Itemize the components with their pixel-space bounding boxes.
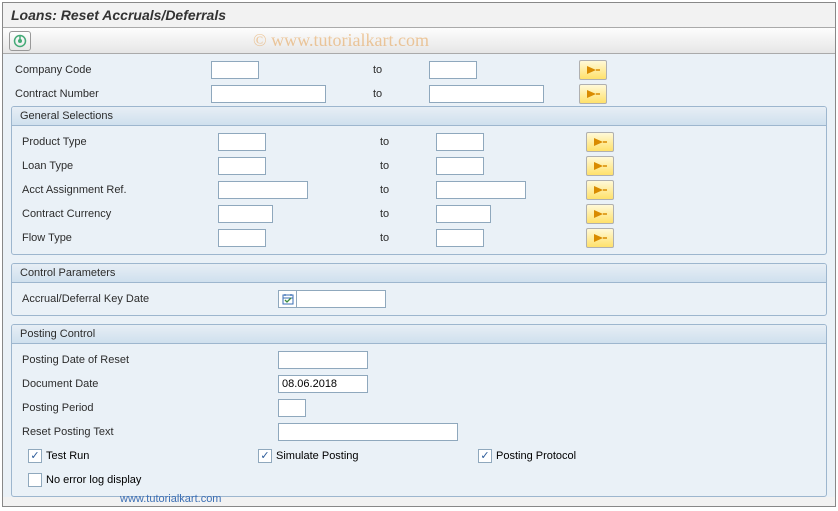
reset-posting-text-input[interactable]: [278, 423, 458, 441]
execute-button[interactable]: [9, 31, 31, 51]
posting-period-label: Posting Period: [18, 402, 278, 414]
page-title: Loans: Reset Accruals/Deferrals: [3, 3, 835, 28]
product-type-to[interactable]: [436, 133, 484, 151]
general-selections-header: General Selections: [12, 107, 826, 126]
posting-date-reset-label: Posting Date of Reset: [18, 354, 278, 366]
loan-type-from[interactable]: [218, 157, 266, 175]
acct-assign-ref-multi-btn[interactable]: [586, 180, 614, 200]
flow-type-from[interactable]: [218, 229, 266, 247]
posting-protocol-label: Posting Protocol: [496, 450, 576, 462]
company-code-to[interactable]: [429, 61, 477, 79]
to-label: to: [369, 64, 429, 76]
toolbar: © www.tutorialkart.com: [3, 28, 835, 54]
to-label: to: [376, 184, 436, 196]
to-label: to: [369, 88, 429, 100]
no-error-log-label: No error log display: [46, 474, 141, 486]
contract-number-to[interactable]: [429, 85, 544, 103]
company-code-from[interactable]: [211, 61, 259, 79]
to-label: to: [376, 160, 436, 172]
flow-type-multi-btn[interactable]: [586, 228, 614, 248]
window: Loans: Reset Accruals/Deferrals © www.tu…: [2, 2, 836, 507]
posting-control-header: Posting Control: [12, 325, 826, 344]
contract-number-label: Contract Number: [11, 88, 211, 100]
key-date-input[interactable]: [296, 290, 386, 308]
acct-assign-ref-from[interactable]: [218, 181, 308, 199]
watermark-text: © www.tutorialkart.com: [253, 30, 429, 51]
test-run-label: Test Run: [46, 450, 89, 462]
company-code-label: Company Code: [11, 64, 211, 76]
posting-period-input[interactable]: [278, 399, 306, 417]
to-label: to: [376, 136, 436, 148]
control-parameters-group: Control Parameters Accrual/Deferral Key …: [11, 263, 827, 316]
posting-protocol-checkbox[interactable]: [478, 449, 492, 463]
reset-posting-text-label: Reset Posting Text: [18, 426, 278, 438]
flow-type-to[interactable]: [436, 229, 484, 247]
contract-currency-from[interactable]: [218, 205, 273, 223]
loan-type-multi-btn[interactable]: [586, 156, 614, 176]
calendar-icon: [278, 290, 296, 308]
contract-currency-to[interactable]: [436, 205, 491, 223]
simulate-posting-checkbox[interactable]: [258, 449, 272, 463]
test-run-checkbox[interactable]: [28, 449, 42, 463]
acct-assign-ref-to[interactable]: [436, 181, 526, 199]
key-date-label: Accrual/Deferral Key Date: [18, 293, 278, 305]
product-type-multi-btn[interactable]: [586, 132, 614, 152]
contract-currency-multi-btn[interactable]: [586, 204, 614, 224]
company-code-multi-btn[interactable]: [579, 60, 607, 80]
contract-number-from[interactable]: [211, 85, 326, 103]
acct-assign-ref-label: Acct Assignment Ref.: [18, 184, 218, 196]
top-selection: Company Code to Contract Number to: [3, 54, 835, 106]
product-type-from[interactable]: [218, 133, 266, 151]
loan-type-label: Loan Type: [18, 160, 218, 172]
no-error-log-checkbox[interactable]: [28, 473, 42, 487]
control-parameters-header: Control Parameters: [12, 264, 826, 283]
to-label: to: [376, 232, 436, 244]
simulate-posting-label: Simulate Posting: [276, 450, 359, 462]
posting-date-reset-input[interactable]: [278, 351, 368, 369]
product-type-label: Product Type: [18, 136, 218, 148]
footer-link: www.tutorialkart.com: [120, 493, 221, 505]
document-date-input[interactable]: [278, 375, 368, 393]
to-label: to: [376, 208, 436, 220]
posting-control-group: Posting Control Posting Date of Reset Do…: [11, 324, 827, 497]
contract-number-multi-btn[interactable]: [579, 84, 607, 104]
general-selections-group: General Selections Product Type to Loan …: [11, 106, 827, 255]
document-date-label: Document Date: [18, 378, 278, 390]
flow-type-label: Flow Type: [18, 232, 218, 244]
contract-currency-label: Contract Currency: [18, 208, 218, 220]
loan-type-to[interactable]: [436, 157, 484, 175]
